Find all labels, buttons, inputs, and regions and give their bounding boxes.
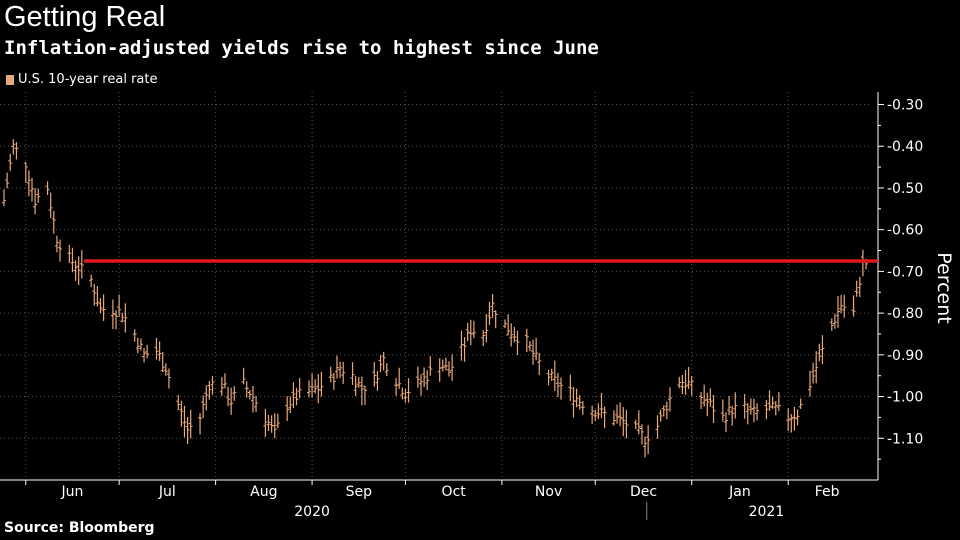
x-tick-label: Sep	[346, 484, 373, 500]
x-tick-label: Nov	[535, 484, 562, 500]
x-tick-label: Aug	[250, 484, 277, 500]
chart-subtitle: Inflation-adjusted yields rise to highes…	[4, 37, 599, 59]
chart-title: Getting Real	[4, 1, 166, 33]
x-tick-label: Jan	[728, 484, 751, 500]
legend-swatch	[6, 75, 14, 85]
x-tick-label: Dec	[630, 484, 657, 500]
x-tick-label: Oct	[442, 484, 467, 500]
x-tick-label: Jul	[158, 484, 176, 500]
y-tick-label: -0.80	[887, 306, 923, 322]
y-tick-label: -0.90	[887, 348, 923, 364]
x-tick-label: Feb	[815, 484, 840, 500]
y-tick-label: -1.10	[887, 431, 923, 447]
y-axis-label: Percent	[933, 252, 955, 324]
legend: U.S. 10-year real rate	[6, 72, 157, 88]
y-tick-label: -0.70	[887, 264, 923, 280]
y-tick-label: -0.60	[887, 223, 923, 239]
legend-label: U.S. 10-year real rate	[18, 72, 158, 87]
y-tick-label: -0.50	[887, 181, 923, 197]
x-year-label: 2020	[294, 504, 330, 520]
y-tick-label: -0.30	[887, 98, 923, 114]
y-tick-label: -0.40	[887, 139, 923, 155]
x-tick-label: Jun	[61, 484, 84, 500]
source-note: Source: Bloomberg	[4, 520, 155, 536]
y-tick-label: -1.00	[887, 390, 923, 406]
x-year-label: 2021	[749, 504, 785, 520]
